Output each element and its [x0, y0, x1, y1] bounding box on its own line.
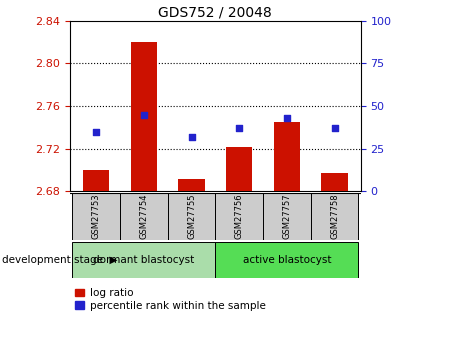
Bar	[274, 122, 300, 191]
Point	[188, 134, 195, 140]
Bar	[226, 147, 252, 191]
Point	[92, 129, 100, 135]
Text: GSM27758: GSM27758	[330, 194, 339, 239]
Bar	[263, 193, 311, 240]
Bar	[72, 193, 120, 240]
Legend: log ratio, percentile rank within the sample: log ratio, percentile rank within the sa…	[75, 288, 266, 311]
Bar	[168, 193, 216, 240]
Text: GSM27755: GSM27755	[187, 194, 196, 239]
Text: GSM27756: GSM27756	[235, 194, 244, 239]
Bar	[216, 193, 263, 240]
Text: active blastocyst: active blastocyst	[243, 255, 331, 265]
Point	[140, 112, 147, 117]
Bar	[131, 42, 157, 191]
Text: dormant blastocyst: dormant blastocyst	[93, 255, 194, 265]
Point	[235, 126, 243, 131]
Text: GSM27754: GSM27754	[139, 194, 148, 239]
Bar	[216, 241, 359, 278]
Point	[283, 115, 290, 121]
Bar	[179, 179, 205, 191]
Title: GDS752 / 20048: GDS752 / 20048	[158, 6, 272, 20]
Text: GSM27757: GSM27757	[282, 194, 291, 239]
Bar	[83, 170, 109, 191]
Bar	[72, 241, 216, 278]
Text: GSM27753: GSM27753	[92, 194, 101, 239]
Bar	[322, 173, 348, 191]
Point	[331, 126, 338, 131]
Bar	[311, 193, 359, 240]
Text: development stage  ▶: development stage ▶	[2, 255, 118, 265]
Bar	[120, 193, 168, 240]
